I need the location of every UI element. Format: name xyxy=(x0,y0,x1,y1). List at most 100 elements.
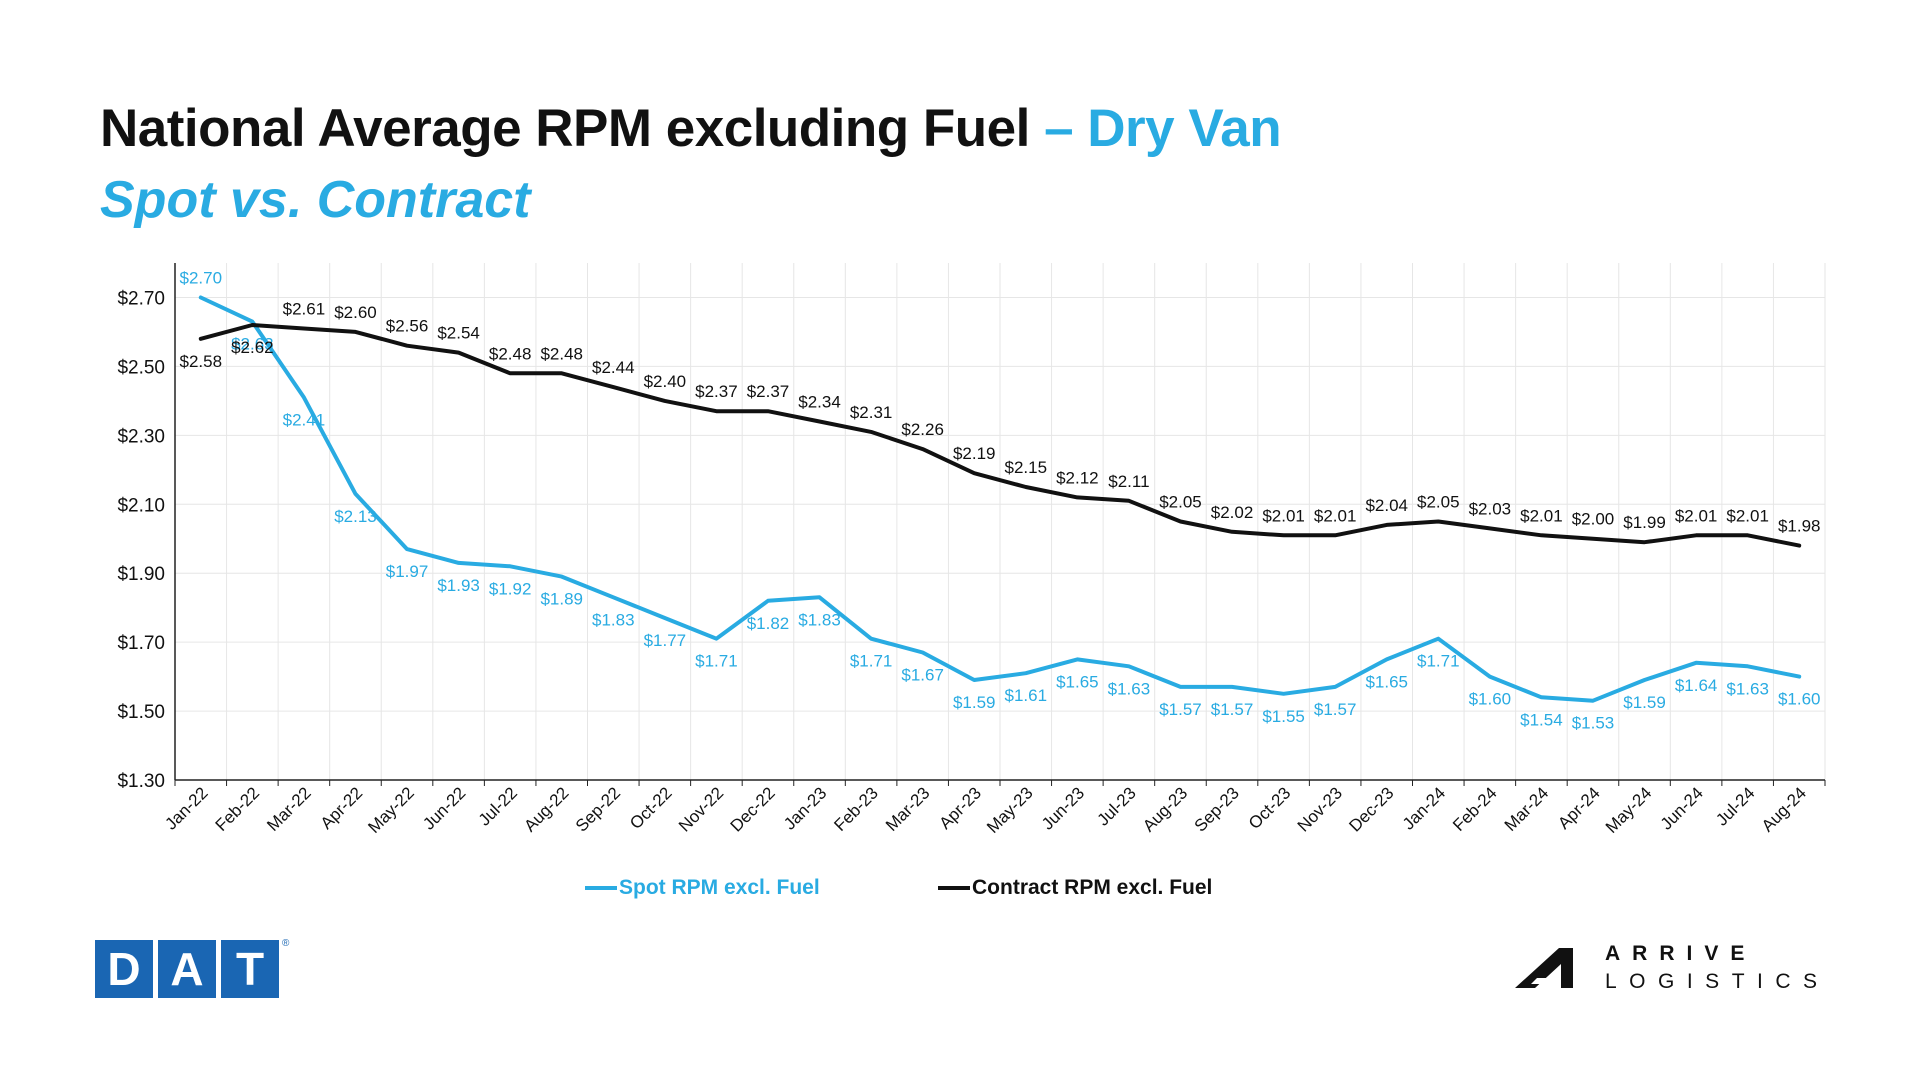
contract-data-label: $2.26 xyxy=(901,420,944,439)
spot-data-label: $1.71 xyxy=(850,652,893,671)
legend-item-spot: Spot RPM excl. Fuel xyxy=(585,876,820,900)
spot-data-label: $1.89 xyxy=(540,590,583,609)
contract-data-label: $2.34 xyxy=(798,393,841,412)
legend-item-contract: Contract RPM excl. Fuel xyxy=(938,876,1212,900)
contract-data-label: $2.48 xyxy=(540,344,583,363)
spot-data-label: $1.57 xyxy=(1314,700,1357,719)
contract-data-label: $2.12 xyxy=(1056,468,1099,487)
x-tick-label: Apr-23 xyxy=(936,783,986,833)
line-chart: $1.30 $1.50 $1.70 $1.90 $2.10 $2.30 $2.50 $2.70… xyxy=(117,263,1826,837)
x-tick-label: Mar-23 xyxy=(882,783,934,835)
dat-logo-letter: T xyxy=(221,940,279,998)
legend-swatch-spot xyxy=(585,886,617,890)
x-tick-label: Jul-23 xyxy=(1094,783,1140,829)
contract-data-label: $2.31 xyxy=(850,403,893,422)
spot-data-label: $1.71 xyxy=(695,652,738,671)
contract-data-label: $2.44 xyxy=(592,358,635,377)
x-tick-label: Oct-23 xyxy=(1245,783,1295,833)
contract-data-label: $2.00 xyxy=(1572,510,1615,529)
spot-data-label: $1.77 xyxy=(644,631,687,650)
x-tick-label: Jun-23 xyxy=(1038,783,1088,833)
contract-data-label: $1.99 xyxy=(1623,513,1666,532)
spot-data-label: $1.59 xyxy=(1623,693,1666,712)
contract-data-label: $2.02 xyxy=(1211,503,1254,522)
x-tick-label: Oct-22 xyxy=(626,783,676,833)
y-tick-label: $1.90 xyxy=(117,564,165,585)
spot-data-label: $1.60 xyxy=(1469,690,1512,709)
x-tick-label: May-22 xyxy=(364,783,418,837)
spot-data-label: $1.60 xyxy=(1778,690,1821,709)
spot-data-label: $1.65 xyxy=(1365,672,1408,691)
spot-data-label: $1.53 xyxy=(1572,714,1615,733)
contract-data-label: $2.62 xyxy=(231,338,274,357)
spot-data-label: $1.82 xyxy=(747,614,790,633)
contract-data-label: $2.05 xyxy=(1159,493,1202,512)
y-tick-label: $2.50 xyxy=(117,357,165,378)
chart-title-main: National Average RPM excluding Fuel xyxy=(100,99,1030,158)
spot-data-label: $1.54 xyxy=(1520,710,1563,729)
contract-data-label: $2.04 xyxy=(1365,496,1408,515)
x-tick-label: May-23 xyxy=(983,783,1037,837)
contract-data-label: $2.37 xyxy=(747,382,790,401)
x-tick-label: Sep-23 xyxy=(1191,783,1243,835)
chart-title-accent: – Dry Van xyxy=(1044,99,1282,158)
contract-data-label: $2.60 xyxy=(334,303,377,322)
x-tick-label: Jan-22 xyxy=(161,783,211,833)
spot-data-label: $2.41 xyxy=(283,410,326,429)
y-tick-label: $1.30 xyxy=(117,771,165,792)
x-tick-label: Jun-24 xyxy=(1657,783,1707,833)
contract-data-label: $2.56 xyxy=(386,317,429,336)
spot-data-label: $2.13 xyxy=(334,507,377,526)
x-tick-label: Feb-24 xyxy=(1449,783,1501,835)
contract-data-label: $2.01 xyxy=(1314,506,1357,525)
chart-subtitle: Spot vs. Contract xyxy=(100,171,531,229)
x-tick-label: Jan-23 xyxy=(780,783,830,833)
x-tick-label: Apr-24 xyxy=(1554,783,1604,833)
contract-data-label: $2.01 xyxy=(1675,506,1718,525)
spot-data-label: $1.92 xyxy=(489,579,532,598)
y-tick-label: $2.30 xyxy=(117,426,165,447)
x-tick-label: Feb-23 xyxy=(830,783,882,835)
spot-data-label: $1.61 xyxy=(1005,686,1048,705)
x-tick-label: May-24 xyxy=(1602,783,1656,837)
spot-data-label: $1.67 xyxy=(901,665,944,684)
spot-data-label: $1.65 xyxy=(1056,672,1099,691)
x-tick-label: Dec-23 xyxy=(1345,783,1397,835)
spot-data-label: $2.63 xyxy=(231,335,274,354)
spot-data-label: $1.64 xyxy=(1675,676,1718,695)
x-tick-label: Jul-22 xyxy=(475,783,521,829)
contract-series-line xyxy=(198,323,1802,548)
x-tick-label: Jan-24 xyxy=(1399,783,1449,833)
y-tick-label: $2.70 xyxy=(117,288,165,309)
spot-data-label: $1.93 xyxy=(437,576,480,595)
spot-data-label: $1.59 xyxy=(953,693,996,712)
arrive-a-icon xyxy=(1515,948,1573,988)
contract-data-label: $2.03 xyxy=(1469,499,1512,518)
contract-data-label: $2.61 xyxy=(283,299,326,318)
contract-data-label: $2.01 xyxy=(1520,506,1563,525)
y-tick-label: $2.10 xyxy=(117,495,165,516)
contract-data-label: $2.58 xyxy=(180,352,223,371)
contract-data-label: $2.40 xyxy=(644,372,687,391)
arrive-logo-line1: ARRIVE xyxy=(1605,942,1757,965)
spot-data-label: $1.57 xyxy=(1159,700,1202,719)
x-tick-label: Aug-22 xyxy=(520,783,572,835)
chart-legend: Spot RPM excl. Fuel Contract RPM excl. F… xyxy=(0,876,1920,906)
x-tick-label: Feb-22 xyxy=(212,783,264,835)
contract-data-label: $2.05 xyxy=(1417,493,1460,512)
x-tick-label: Mar-22 xyxy=(263,783,315,835)
spot-data-label: $1.55 xyxy=(1262,707,1305,726)
arrive-logistics-logo: ARRIVE LOGISTICS xyxy=(1515,940,1830,996)
legend-label-spot: Spot RPM excl. Fuel xyxy=(619,876,820,899)
contract-data-label: $2.37 xyxy=(695,382,738,401)
x-tick-label: Dec-22 xyxy=(727,783,779,835)
x-tick-label: Jul-24 xyxy=(1712,783,1758,829)
dat-logo-letter: A xyxy=(158,940,216,998)
spot-data-label: $1.63 xyxy=(1108,679,1151,698)
x-tick-label: Jun-22 xyxy=(419,783,469,833)
x-tick-label: Aug-23 xyxy=(1139,783,1191,835)
spot-data-label: $1.57 xyxy=(1211,700,1254,719)
contract-data-label: $2.11 xyxy=(1108,472,1149,491)
x-tick-label: Sep-22 xyxy=(572,783,624,835)
y-tick-label: $1.50 xyxy=(117,702,165,723)
